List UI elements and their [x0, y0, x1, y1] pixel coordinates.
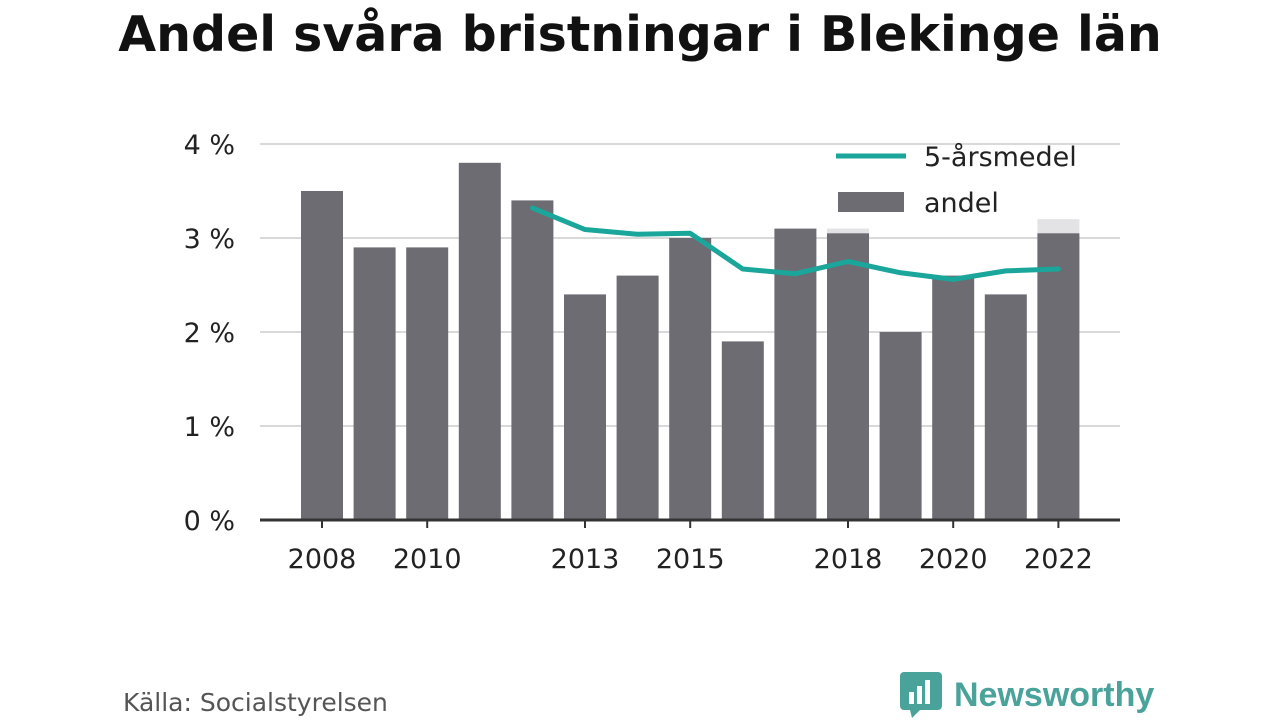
bar-2011: [458, 162, 501, 521]
x-tick-label: 2013: [551, 544, 620, 575]
legend: 5-årsmedel andel: [836, 142, 1077, 219]
x-tick-label: 2008: [288, 544, 357, 575]
brand-name: Newsworthy: [954, 675, 1155, 714]
bar-2018: [827, 233, 869, 521]
bar-2016: [721, 341, 764, 520]
bar-2012: [511, 200, 554, 520]
y-tick-label: 4 %: [184, 130, 235, 161]
chart-title: Andel svåra bristningar i Blekinge län: [118, 6, 1162, 63]
legend-label-average: 5-årsmedel: [924, 142, 1077, 173]
y-tick-label: 1 %: [184, 412, 235, 443]
newsworthy-logo-icon: [900, 672, 942, 718]
y-tick-label: 2 %: [184, 318, 235, 349]
axes: 0 % 1 % 2 % 3 % 4 % 2008 2010 2013 2015 2018 2020 2…: [184, 130, 1120, 575]
bar-2014: [616, 275, 659, 520]
bar-2020: [932, 275, 975, 520]
bar-2021: [984, 294, 1027, 520]
bar-2008: [301, 191, 343, 520]
average-line: [529, 205, 1061, 282]
bar-2017: [774, 228, 817, 520]
x-tick-label: 2010: [393, 544, 462, 575]
bars: [301, 162, 1080, 521]
bar-2010: [406, 247, 449, 520]
bar-2013: [564, 294, 606, 520]
y-tick-label: 3 %: [184, 224, 235, 255]
x-tick-label: 2020: [919, 544, 988, 575]
bar-2009: [353, 247, 396, 520]
legend-label-share: andel: [924, 188, 999, 219]
legend-bar-swatch: [838, 192, 904, 212]
brand-logo: Newsworthy: [900, 670, 1154, 720]
source-note: Källa: Socialstyrelsen: [123, 688, 388, 717]
y-tick-label: 0 %: [184, 506, 235, 537]
x-tick-label: 2015: [656, 544, 725, 575]
x-tick-label: 2022: [1024, 544, 1093, 575]
bar-2022: [1037, 233, 1080, 521]
bar-2015: [669, 238, 712, 520]
bar-2019: [879, 332, 922, 520]
x-tick-label: 2018: [814, 544, 883, 575]
